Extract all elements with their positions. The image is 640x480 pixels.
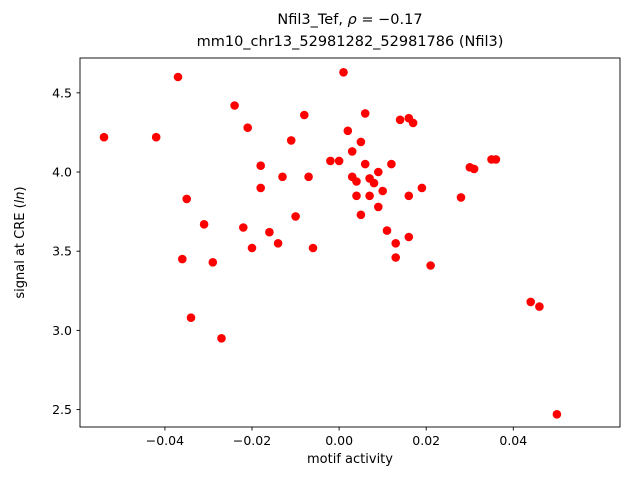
data-point [256,161,266,170]
data-point [365,191,374,201]
data-point [173,72,183,82]
data-point [339,68,348,77]
data-point [304,172,313,182]
data-point [186,313,196,323]
y-tick-label: 3.0 [52,323,72,338]
data-point [552,410,562,419]
data-point [239,223,248,232]
data-point [343,126,353,136]
data-point [352,191,361,201]
data-point [178,254,187,264]
data-point [230,101,239,110]
data-point [378,186,388,196]
data-point [273,239,283,248]
x-tick-label: −0.02 [233,433,271,448]
y-tick-label: 4.5 [52,85,72,100]
data-point [469,164,479,174]
data-point [382,226,392,235]
data-point [374,202,383,212]
data-point [308,243,318,253]
data-point [208,258,218,267]
data-point [408,118,418,128]
data-point [356,210,366,220]
data-point [278,172,287,182]
data-point [369,178,379,188]
data-point [360,109,370,118]
axes-frame [79,57,621,428]
data-point [247,243,257,253]
x-tick-label: 0.02 [412,433,440,448]
data-point [182,194,191,204]
x-axis-label: motif activity [307,452,393,467]
data-point [199,220,209,229]
y-tick-label: 4.0 [52,165,72,180]
data-point [326,156,335,166]
data-point [456,193,466,202]
data-point [387,159,396,169]
data-point [265,227,274,237]
data-point [352,177,361,186]
data-point [417,183,427,193]
chart-title-line1: Nfil3_Tef, ρ = −0.17 [277,12,422,28]
data-point [391,239,401,248]
data-point [217,334,226,343]
chart-title-line2: mm10_chr13_52981282_52981786 (Nfil3) [197,34,504,50]
data-point [391,253,401,262]
data-point [360,159,370,169]
data-point [286,136,296,145]
data-point [426,261,435,270]
y-axis-label: signal at CRE (ln) [13,186,28,298]
data-point [356,137,366,147]
x-tick-label: −0.04 [146,433,184,448]
y-tick-label: 3.5 [52,244,72,259]
x-tick-label: 0.04 [499,433,527,448]
y-tick-label: 2.5 [52,402,72,417]
data-point [334,156,344,166]
data-point [526,297,535,307]
data-point [291,212,300,221]
data-point [300,110,309,120]
data-point [535,302,544,311]
data-point [243,123,252,132]
data-point [395,115,405,125]
data-point [347,147,357,156]
data-point [256,183,266,193]
data-point [404,191,414,201]
data-point [99,132,109,142]
data-point [404,232,414,242]
data-point [151,132,161,142]
x-tick-label: 0.00 [325,433,353,448]
data-point [491,155,501,164]
data-point [374,167,383,177]
